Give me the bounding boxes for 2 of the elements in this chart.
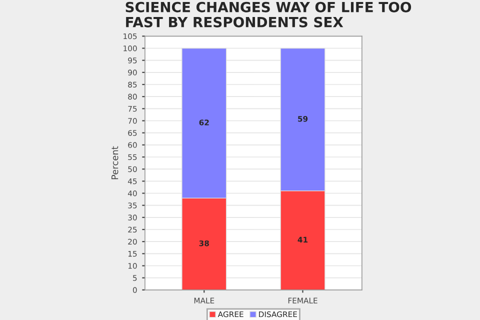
y-axis-title: Percent: [112, 146, 118, 180]
chart-title: SCIENCE CHANGES WAY OF LIFE TOO FAST BY RESPONDENTS SEX: [126, 2, 412, 28]
